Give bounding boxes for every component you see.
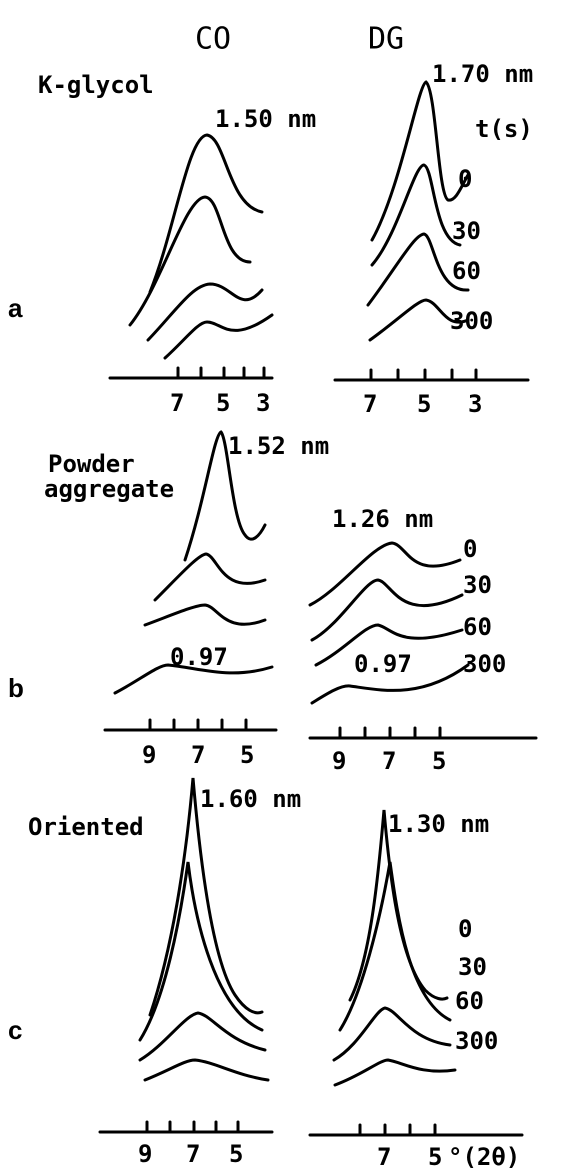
time-label: 60 <box>455 987 484 1015</box>
tick-label: 5 <box>428 1143 442 1171</box>
panel-title: Oriented <box>28 813 144 841</box>
time-label: 30 <box>452 217 481 245</box>
axis-unit: °(2θ) <box>448 1143 520 1171</box>
panel-label: b <box>8 673 24 703</box>
column-header: CO <box>195 22 231 57</box>
tick-label: 9 <box>138 1140 152 1168</box>
tick-label: 7 <box>170 389 184 417</box>
tick-label: 3 <box>256 389 270 417</box>
tick-label: 5 <box>240 741 254 769</box>
time-label: 30 <box>463 571 492 599</box>
time-label: 0 <box>463 535 477 563</box>
time-label: 0 <box>458 915 472 943</box>
tick-label: 5 <box>432 747 446 775</box>
tick-label: 3 <box>468 390 482 418</box>
tick-label: 7 <box>377 1143 391 1171</box>
time-header: t(s) <box>475 115 533 143</box>
tick-label: 5 <box>216 389 230 417</box>
minor-peak-label: 0.97 <box>354 650 412 678</box>
tick-label: 9 <box>142 741 156 769</box>
time-label: 30 <box>458 953 487 981</box>
column-header: DG <box>368 22 404 57</box>
axis <box>103 718 538 740</box>
peak-label: 1.26 nm <box>332 505 433 533</box>
tick-label: 7 <box>382 747 396 775</box>
tick-label: 7 <box>363 390 377 418</box>
time-label: 300 <box>455 1027 498 1055</box>
peak-label: 1.70 nm <box>432 60 533 88</box>
panel-label: c <box>8 1015 22 1045</box>
tick-label: 7 <box>186 1140 200 1168</box>
panel-label: a <box>8 293 23 323</box>
panel-title: K-glycol <box>38 71 154 99</box>
curves <box>128 80 470 360</box>
axis <box>98 1120 524 1137</box>
time-label: 60 <box>452 257 481 285</box>
curves <box>113 430 470 705</box>
peak-label: 1.52 nm <box>228 432 329 460</box>
panel-title: Powder <box>48 450 135 478</box>
panel-title: aggregate <box>44 475 174 503</box>
peak-label: 1.50 nm <box>215 105 316 133</box>
tick-label: 7 <box>191 741 205 769</box>
peak-label: 1.60 nm <box>200 785 301 813</box>
peak-label: 1.30 nm <box>388 810 489 838</box>
time-label: 60 <box>463 613 492 641</box>
axis <box>108 366 530 382</box>
time-label: 300 <box>463 650 506 678</box>
tick-label: 5 <box>417 390 431 418</box>
tick-label: 9 <box>332 747 346 775</box>
tick-label: 5 <box>229 1140 243 1168</box>
curves <box>138 777 457 1087</box>
